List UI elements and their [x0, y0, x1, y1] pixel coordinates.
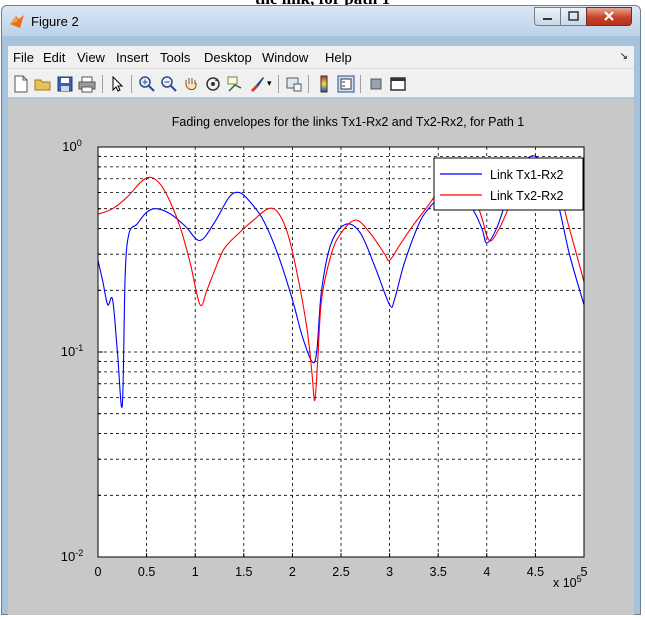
x-tick-label: 1 — [192, 565, 199, 579]
x-tick-label: 5 — [581, 565, 588, 579]
figure-canvas: Fading envelopes for the links Tx1-Rx2 a… — [8, 99, 634, 615]
close-icon — [604, 11, 614, 21]
menu-file[interactable]: File — [13, 50, 34, 65]
figure-window: Figure 2 File Edit View Insert Tools Des… — [1, 5, 641, 615]
new-file-icon[interactable] — [12, 75, 30, 93]
toolbar-separator — [360, 75, 361, 93]
legend[interactable]: Link Tx1-Rx2 Link Tx2-Rx2 — [433, 157, 584, 211]
x-tick-label: 3 — [386, 565, 393, 579]
toolbar-separator — [131, 75, 132, 93]
x-tick-label: 4 — [483, 565, 490, 579]
x-tick-label: 2.5 — [332, 565, 349, 579]
x-tick-label: 3.5 — [430, 565, 447, 579]
minimize-icon — [543, 18, 552, 20]
minimize-button[interactable] — [534, 7, 561, 26]
zoom-in-icon[interactable] — [138, 75, 156, 93]
document-caption: the link, for path 1 — [0, 0, 645, 9]
hide-plot-tools-icon[interactable] — [367, 75, 385, 93]
matlab-logo-icon — [10, 15, 24, 28]
pointer-arrow-icon[interactable] — [108, 75, 126, 93]
window-title: Figure 2 — [31, 14, 79, 29]
toolbar-separator — [278, 75, 279, 93]
x-tick-label: 0.5 — [138, 565, 155, 579]
chart-title: Fading envelopes for the links Tx1-Rx2 a… — [172, 115, 525, 129]
legend-label-2: Link Tx2-Rx2 — [490, 189, 563, 203]
brush-dropdown-icon[interactable]: ▾ — [267, 78, 272, 88]
open-folder-icon[interactable] — [34, 75, 52, 93]
x-tick-label: 0 — [95, 565, 102, 579]
pan-hand-icon[interactable] — [182, 75, 200, 93]
title-bar[interactable]: Figure 2 — [2, 6, 640, 36]
legend-box — [433, 157, 584, 211]
legend-label-1: Link Tx1-Rx2 — [490, 168, 563, 182]
menu-insert[interactable]: Insert — [116, 50, 149, 65]
zoom-out-icon[interactable] — [160, 75, 178, 93]
menu-desktop[interactable]: Desktop — [204, 50, 252, 65]
x-axis-multiplier: x 105 — [553, 574, 582, 590]
line-chart: Fading envelopes for the links Tx1-Rx2 a… — [61, 115, 588, 590]
brush-icon[interactable] — [248, 75, 266, 93]
maximize-icon — [568, 11, 579, 21]
toolbar: ▾ — [8, 68, 634, 98]
show-plot-tools-icon[interactable] — [389, 75, 407, 93]
series-line-2 — [98, 165, 584, 402]
maximize-button[interactable] — [560, 7, 587, 26]
x-tick-label: 2 — [289, 565, 296, 579]
menu-tools[interactable]: Tools — [160, 50, 191, 65]
menu-help[interactable]: Help — [325, 50, 352, 65]
grid-lines — [98, 147, 584, 557]
toolbar-separator — [102, 75, 103, 93]
legend-icon[interactable] — [337, 75, 355, 93]
menu-view[interactable]: View — [77, 50, 105, 65]
close-button[interactable] — [586, 7, 632, 26]
data-cursor-icon[interactable] — [226, 75, 244, 93]
menu-dock-arrow-icon[interactable]: ↘ — [619, 51, 628, 62]
colorbar-icon[interactable] — [315, 75, 333, 93]
rotate-3d-icon[interactable] — [204, 75, 222, 93]
menu-window[interactable]: Window — [262, 50, 309, 65]
link-plot-icon[interactable] — [285, 75, 303, 93]
toolbar-separator — [308, 75, 309, 93]
y-tick-label: 10-2 — [61, 548, 83, 564]
save-icon[interactable] — [56, 75, 74, 93]
y-tick-label: 10-1 — [61, 343, 83, 359]
series-layer — [98, 155, 584, 408]
series-line-1 — [98, 155, 584, 408]
x-tick-label: 1.5 — [235, 565, 252, 579]
print-icon[interactable] — [78, 75, 96, 93]
menu-edit[interactable]: Edit — [43, 50, 66, 65]
y-tick-label: 100 — [62, 138, 81, 154]
menu-bar: File Edit View Insert Tools Desktop Wind… — [8, 46, 634, 68]
x-tick-label: 4.5 — [527, 565, 544, 579]
